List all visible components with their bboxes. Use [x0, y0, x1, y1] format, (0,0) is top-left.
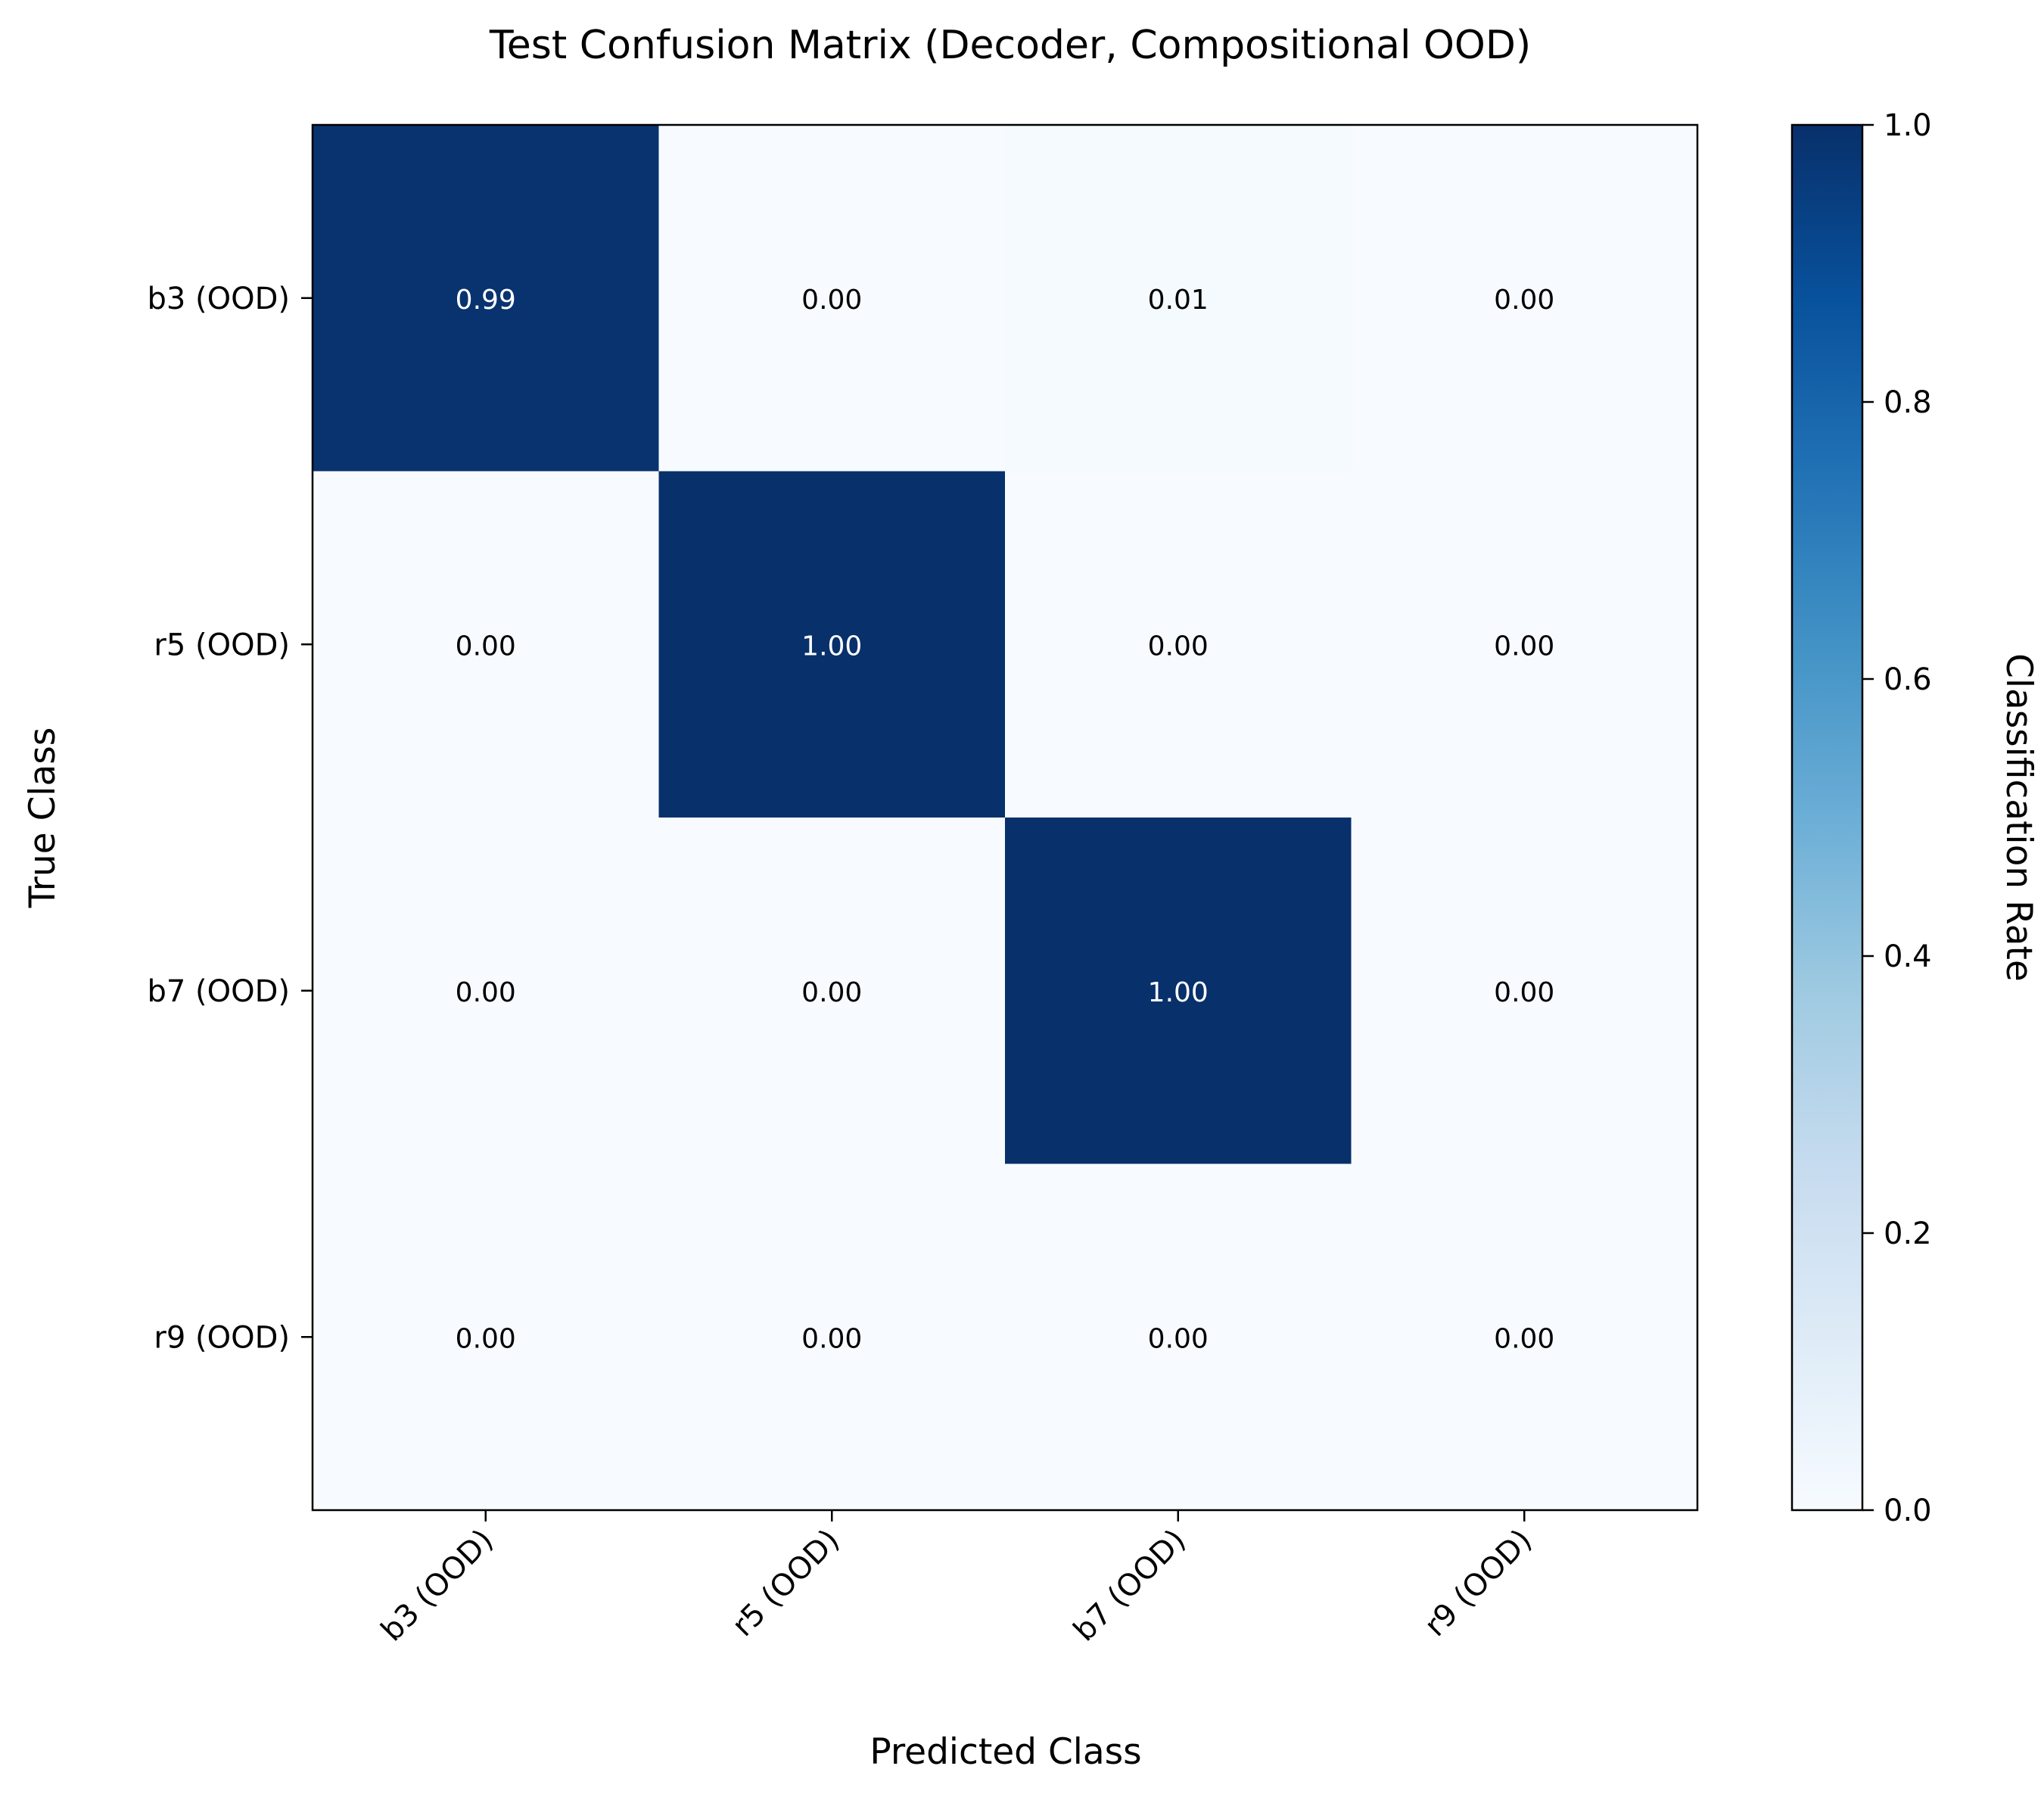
y-tick-label: b7 (OOD) [147, 974, 290, 1009]
heatmap-cell [1005, 818, 1352, 1164]
plot-frame [311, 123, 1699, 1512]
x-axis-ticks: b3 (OOD) r5 (OOD) b7 (OOD) r9 (OOD) [375, 1510, 1538, 1648]
y-axis-label: True Class [22, 727, 64, 908]
cell-value-label: 0.99 [456, 285, 516, 316]
cell-value-label: 0.00 [456, 977, 516, 1008]
cell-value-label: 0.00 [801, 285, 862, 316]
cell-value-label: 0.00 [801, 977, 862, 1008]
chart-title: Test Confusion Matrix (Decoder, Composit… [489, 23, 1531, 68]
cell-value-label: 1.00 [1148, 977, 1209, 1008]
colorbar-tick-label: 0.6 [1884, 662, 1932, 697]
cell-value-label: 0.00 [1494, 631, 1554, 662]
cell-value-label: 0.00 [1148, 631, 1209, 662]
heatmap-cell [1005, 1163, 1352, 1511]
x-tick-label: r9 (OOD) [1418, 1523, 1539, 1644]
heatmap-cell [313, 471, 659, 818]
heatmap-cell [1005, 125, 1352, 472]
heatmap-cell [313, 1163, 659, 1511]
heatmap-cell [1351, 125, 1698, 472]
heatmap-cell [313, 125, 659, 472]
heatmap-cell [1005, 471, 1352, 818]
heatmap-cell [658, 125, 1006, 472]
heatmap-cell [1351, 471, 1698, 818]
x-tick-label: r5 (OOD) [726, 1523, 847, 1644]
colorbar-tick-label: 0.8 [1884, 385, 1932, 420]
colorbar-tick-label: 1.0 [1884, 108, 1932, 143]
cell-value-label: 0.00 [801, 1323, 862, 1354]
heatmap-cells [313, 125, 1698, 1511]
heatmap-cell [658, 818, 1006, 1164]
cell-value-label: 0.00 [456, 631, 516, 662]
colorbar-ticks: 0.0 0.2 0.4 0.6 0.8 1.0 [1862, 108, 1932, 1528]
y-axis-ticks: b3 (OOD) r5 (OOD) b7 (OOD) r9 (OOD) [147, 282, 313, 1355]
colorbar-label: Classification Rate [1998, 653, 2039, 982]
cell-value-label: 0.00 [1148, 1323, 1209, 1354]
heatmap-cell [1351, 818, 1698, 1164]
cell-value-label: 0.00 [456, 1323, 516, 1354]
x-tick-label: b7 (OOD) [1067, 1523, 1193, 1649]
y-tick-label: b3 (OOD) [147, 282, 290, 316]
y-tick-label: r9 (OOD) [154, 1320, 290, 1355]
cell-value-label: 1.00 [801, 631, 862, 662]
heatmap-cell [658, 1163, 1006, 1511]
colorbar-tick-label: 0.4 [1884, 939, 1932, 974]
heatmap-cell [658, 471, 1006, 818]
cell-value-label: 0.01 [1148, 285, 1209, 316]
x-axis-label: Predicted Class [870, 1731, 1141, 1773]
x-tick-label: b3 (OOD) [375, 1523, 500, 1649]
heatmap-cell [313, 818, 659, 1164]
heatmap-cell [1351, 1163, 1698, 1511]
colorbar-tick-label: 0.2 [1884, 1216, 1932, 1251]
colorbar-tick-label: 0.0 [1884, 1493, 1932, 1528]
cell-value-label: 0.00 [1494, 285, 1554, 316]
cell-value-label: 0.00 [1494, 1323, 1554, 1354]
cell-value-label: 0.00 [1494, 977, 1554, 1008]
colorbar [1790, 123, 1864, 1512]
y-tick-label: r5 (OOD) [154, 628, 290, 662]
heatmap-cell-labels: 0.99 0.00 0.01 0.00 0.00 1.00 0.00 0.00 0.00 0.00… [456, 285, 1555, 1355]
